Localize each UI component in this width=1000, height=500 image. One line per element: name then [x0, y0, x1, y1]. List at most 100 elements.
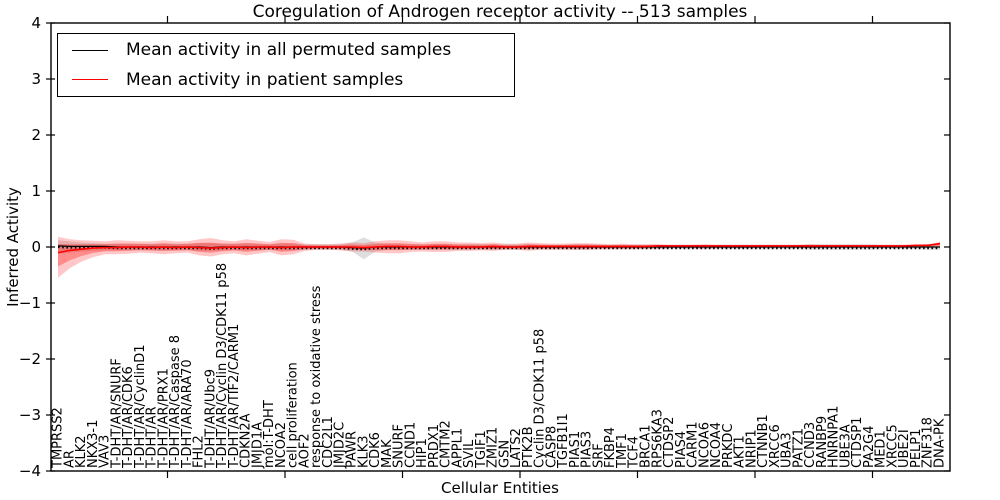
y-tick-label: 2 [31, 126, 41, 144]
x-tick-label: NCOA4 [709, 422, 724, 468]
x-tick-label: KLK2 [74, 435, 89, 468]
patient-mean-line [57, 242, 941, 254]
x-tick-label: ZMIZ1 [486, 427, 501, 468]
x-tick-label: T-DHT/AR/ARA70 [180, 359, 195, 469]
x-tick-label: SRF [592, 443, 607, 468]
x-tick-label: JMJD2C [333, 422, 348, 469]
x-tick-label: CCND1 [403, 422, 418, 468]
x-tick-label: KLK3 [356, 435, 371, 468]
x-tick-label: MAK [380, 439, 395, 468]
x-tick-label: CASP8 [544, 426, 559, 468]
x-tick-label: CDC2L1 [321, 416, 336, 468]
x-tick-label: CDK6 [368, 432, 383, 468]
x-tick-label: VAV3 [98, 435, 113, 468]
x-tick-label: PATZ1 [791, 428, 806, 468]
x-tick-label: UBE3A [838, 424, 853, 468]
x-tick-label: T-DHT/AR/Caspase 8 [168, 335, 183, 469]
x-tick-label: NCOA2 [274, 422, 289, 468]
x-tick-label: FHL2 [192, 435, 207, 468]
x-tick-label: BRCA1 [639, 424, 654, 468]
x-tick-label: HIP1 [415, 438, 430, 468]
x-tick-label: T-DHT/AR/SNURF [109, 358, 124, 469]
x-tick-label: CCND3 [803, 422, 818, 468]
x-tick-label: T-DHT/AR/Cyclin D3/CDK11 p58 [215, 263, 230, 469]
x-tick-label: CDKN2A [239, 413, 254, 468]
x-tick-label: UBE2I [897, 429, 912, 468]
legend-row-patient: Mean activity in patient samples [58, 66, 514, 93]
x-tick-label: CTNNB1 [756, 414, 771, 468]
legend-row-permuted: Mean activity in all permuted samples [58, 37, 514, 64]
x-tick-label: CTDSP2 [662, 417, 677, 468]
patient-band-inner [58, 242, 940, 267]
x-tick-label: ZNF318 [921, 417, 936, 468]
permuted-line-swatch [72, 49, 108, 51]
x-tick-label: CARM1 [686, 422, 701, 469]
y-axis-label: Inferred Activity [4, 187, 22, 307]
x-tick-label: PIAS4 [674, 431, 689, 468]
x-tick-label: DNA-PK [933, 418, 948, 468]
x-tick-label: HNRNPA1 [827, 406, 842, 468]
x-tick-label: XRCC6 [768, 424, 783, 468]
x-tick-label: CTDSP1 [850, 417, 865, 468]
chart-title: Coregulation of Androgen receptor activi… [252, 2, 748, 22]
x-tick-label: NCOA6 [697, 422, 712, 468]
x-tick-label: T-DHT/AR/CDK6 [121, 366, 136, 469]
x-tick-label: PRDX1 [427, 424, 442, 468]
x-tick-label: PTK2B [521, 427, 536, 469]
patient-line-swatch [72, 79, 108, 81]
x-tick-label: NKX3-1 [86, 420, 101, 468]
x-tick-label: PRKDC [721, 424, 736, 468]
x-tick-label: cell proliferation [286, 362, 301, 468]
x-tick-label: LATS2 [509, 428, 524, 468]
x-tick-label: PIAS1 [568, 431, 583, 468]
patient-band-outer [58, 236, 940, 278]
x-tick-label: response to oxidative stress [309, 285, 324, 468]
x-tick-label: T-DHT/AR [145, 407, 160, 469]
y-tick-label: 4 [31, 14, 41, 32]
x-tick-label: TMF1 [615, 433, 630, 469]
x-axis-label: Cellular Entities [441, 479, 559, 497]
legend: Mean activity in all permuted samples Me… [57, 33, 515, 97]
x-tick-label: TCF4 [627, 436, 642, 469]
x-tick-label: UBA3 [780, 432, 795, 468]
legend-label-permuted: Mean activity in all permuted samples [126, 40, 452, 61]
y-tick-label: −1 [19, 294, 41, 312]
x-tick-label: GSN [497, 440, 512, 468]
x-tick-label: RANBP9 [815, 416, 830, 468]
x-tick-label: SNURF [392, 424, 407, 468]
y-tick-label: −4 [19, 462, 41, 480]
x-tick-label: PELP1 [909, 429, 924, 468]
x-tick-label: MED1 [874, 430, 889, 468]
x-tick-label: mol:T-DHT [262, 400, 277, 468]
x-tick-label: PIAS3 [580, 431, 595, 468]
x-tick-label: APPL1 [450, 428, 465, 468]
x-tick-label: RPS6KA3 [650, 409, 665, 468]
x-tick-label: TGIF1 [474, 430, 489, 469]
x-tick-label: T-DHT/AR/TIF2/CARM1 [227, 324, 242, 469]
x-tick-label: AR [62, 450, 77, 468]
y-tick-label: −3 [19, 406, 41, 424]
x-tick-label: TGFB1I1 [556, 413, 571, 469]
x-tick-label: PA2G4 [862, 425, 877, 468]
x-tick-label: T-DHT/AR/Ubc9 [203, 369, 218, 469]
x-tick-label: Cyclin D3/CDK11 p58 [533, 329, 548, 468]
x-tick-label: CMTM2 [439, 420, 454, 468]
x-tick-label: T-DHT/AR/CyclinD1 [133, 344, 148, 469]
x-tick-label: XRCC5 [886, 424, 901, 468]
x-tick-label: JMJD1A [250, 422, 265, 469]
x-tick-label: TMPRSS2 [51, 407, 66, 469]
y-tick-label: −2 [19, 350, 41, 368]
x-tick-label: AKT1 [733, 435, 748, 468]
x-tick-label: NRIP1 [744, 429, 759, 468]
x-tick-label: AOF2 [298, 433, 313, 468]
permuted-dotted-line [57, 246, 940, 251]
legend-label-patient: Mean activity in patient samples [126, 69, 404, 90]
x-tick-label: T-DHT/AR/PRX1 [156, 368, 171, 469]
x-tick-label: FKBP4 [603, 427, 618, 468]
y-tick-label: 0 [31, 238, 41, 256]
x-tick-label: SVIL [462, 439, 477, 468]
x-tick-label: PAWR [345, 431, 360, 468]
y-tick-label: 3 [31, 70, 41, 88]
